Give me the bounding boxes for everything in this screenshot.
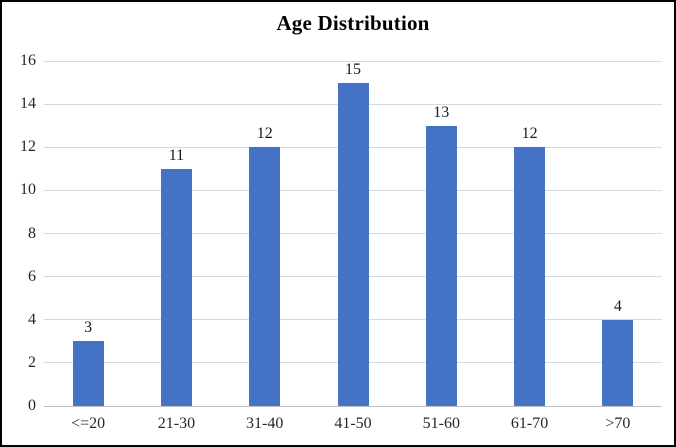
bar-value-label: 11 [168, 146, 185, 164]
y-tick-label: 12 [20, 138, 36, 156]
y-tick-label: 2 [28, 353, 36, 371]
y-tick-label: 14 [20, 95, 36, 113]
x-tick-label: 61-70 [510, 415, 549, 432]
bar-value-label: 12 [521, 125, 538, 143]
bar->70 [602, 319, 634, 406]
bar-41-50 [337, 82, 369, 406]
y-tick-label: 16 [20, 52, 36, 69]
bar-<=20 [72, 341, 104, 406]
bar-value-label: 12 [256, 125, 273, 143]
bar-21-30 [160, 168, 192, 406]
bar-31-40 [249, 147, 281, 406]
chart-title: Age Distribution [276, 11, 430, 35]
x-axis-line [44, 405, 662, 407]
bar-61-70 [514, 147, 546, 406]
y-axis: 0 2 4 6 8 10 12 14 16 [2, 53, 36, 414]
bar-value-label: 15 [345, 60, 361, 78]
bar-value-label: 13 [433, 103, 450, 121]
x-tick-label: 41-50 [334, 415, 372, 432]
y-tick-label: 10 [20, 181, 36, 199]
plot-area: 3 11 12 15 13 12 4 [44, 60, 662, 407]
y-tick-label: 6 [28, 267, 36, 285]
y-tick-label: 4 [28, 310, 36, 328]
gridline [44, 60, 662, 62]
y-tick-label: 0 [28, 397, 36, 414]
x-tick-label: >70 [605, 415, 631, 432]
bar-value-label: 3 [84, 319, 93, 337]
x-axis: <=20 21-30 31-40 41-50 51-60 61-70 >70 [44, 414, 662, 436]
x-tick-label: 21-30 [157, 415, 196, 432]
x-tick-label: 51-60 [422, 415, 460, 432]
bar-value-label: 4 [613, 297, 622, 315]
x-tick-label: 31-40 [246, 415, 284, 432]
x-tick-label: <=20 [71, 415, 106, 432]
bar-51-60 [425, 125, 457, 406]
y-tick-label: 8 [28, 224, 36, 242]
